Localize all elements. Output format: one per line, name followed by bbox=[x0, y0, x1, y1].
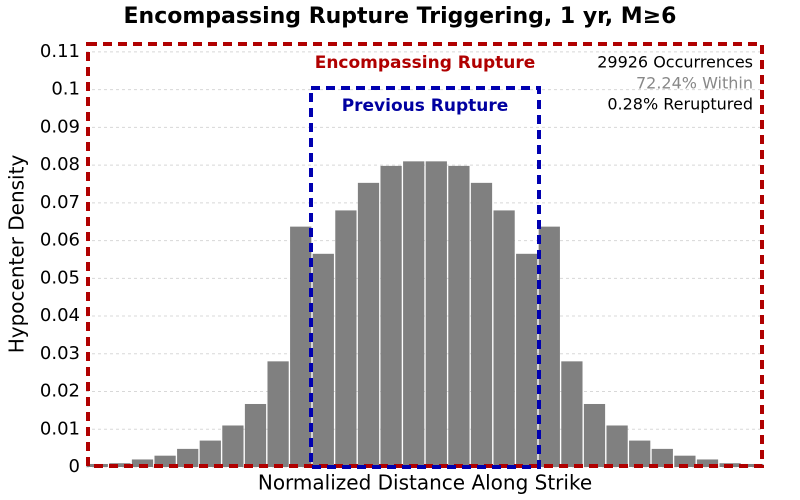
plot-area: 0 0.01 0.02 0.03 0.04 0.05 0.06 0.07 0.08 0.09 0.1… bbox=[40, 41, 764, 477]
bar bbox=[403, 161, 425, 467]
bar bbox=[177, 448, 199, 467]
bar bbox=[561, 361, 583, 467]
y-tick-label: 0.03 bbox=[40, 343, 80, 364]
bar bbox=[154, 455, 176, 467]
bar bbox=[583, 403, 606, 467]
chart-title: Encompassing Rupture Triggering, 1 yr, M… bbox=[124, 4, 677, 29]
bar bbox=[606, 425, 628, 467]
overlay: Encompassing Rupture Previous Rupture 29… bbox=[86, 42, 764, 469]
bar bbox=[674, 455, 696, 467]
bar bbox=[199, 440, 221, 467]
y-tick-label: 0.09 bbox=[40, 116, 80, 137]
annotation: Encompassing Rupture bbox=[315, 53, 536, 73]
bar bbox=[335, 210, 357, 467]
annotation: 72.24% Within bbox=[636, 74, 753, 93]
bar bbox=[312, 253, 334, 467]
y-tick-label: 0.05 bbox=[40, 267, 80, 288]
bar bbox=[425, 161, 447, 467]
y-tick-label: 0.04 bbox=[40, 305, 80, 326]
y-tick-label: 0.07 bbox=[40, 192, 80, 213]
bar bbox=[696, 459, 719, 467]
y-tick-label: 0.02 bbox=[40, 381, 80, 402]
bar bbox=[244, 403, 267, 467]
annotation: 29926 Occurrences bbox=[597, 53, 753, 72]
y-tick-label: 0.08 bbox=[40, 154, 80, 175]
y-axis-label: Hypocenter Density bbox=[5, 155, 29, 354]
bar bbox=[131, 459, 154, 467]
bar bbox=[651, 448, 673, 467]
bar bbox=[448, 165, 470, 467]
bar bbox=[516, 253, 538, 467]
bar bbox=[470, 182, 493, 467]
bar bbox=[109, 463, 131, 467]
bar bbox=[742, 463, 764, 467]
y-tick-label: 0.01 bbox=[40, 418, 80, 439]
previous-rupture-box bbox=[309, 86, 541, 469]
bar bbox=[538, 226, 560, 467]
bar bbox=[493, 210, 515, 467]
y-tick-label: 0.06 bbox=[40, 230, 80, 251]
annotation: Previous Rupture bbox=[342, 96, 509, 116]
bar bbox=[357, 182, 380, 467]
y-tick-label: 0.11 bbox=[40, 41, 80, 62]
annotation: 0.28% Reruptured bbox=[607, 95, 753, 114]
bar bbox=[629, 440, 651, 467]
y-tick-label: 0 bbox=[69, 456, 80, 477]
bar bbox=[380, 165, 402, 467]
x-axis-label: Normalized Distance Along Strike bbox=[258, 471, 592, 495]
bar bbox=[290, 226, 312, 467]
bar bbox=[222, 425, 244, 467]
y-tick-label: 0.1 bbox=[51, 79, 80, 100]
bar bbox=[267, 361, 289, 467]
